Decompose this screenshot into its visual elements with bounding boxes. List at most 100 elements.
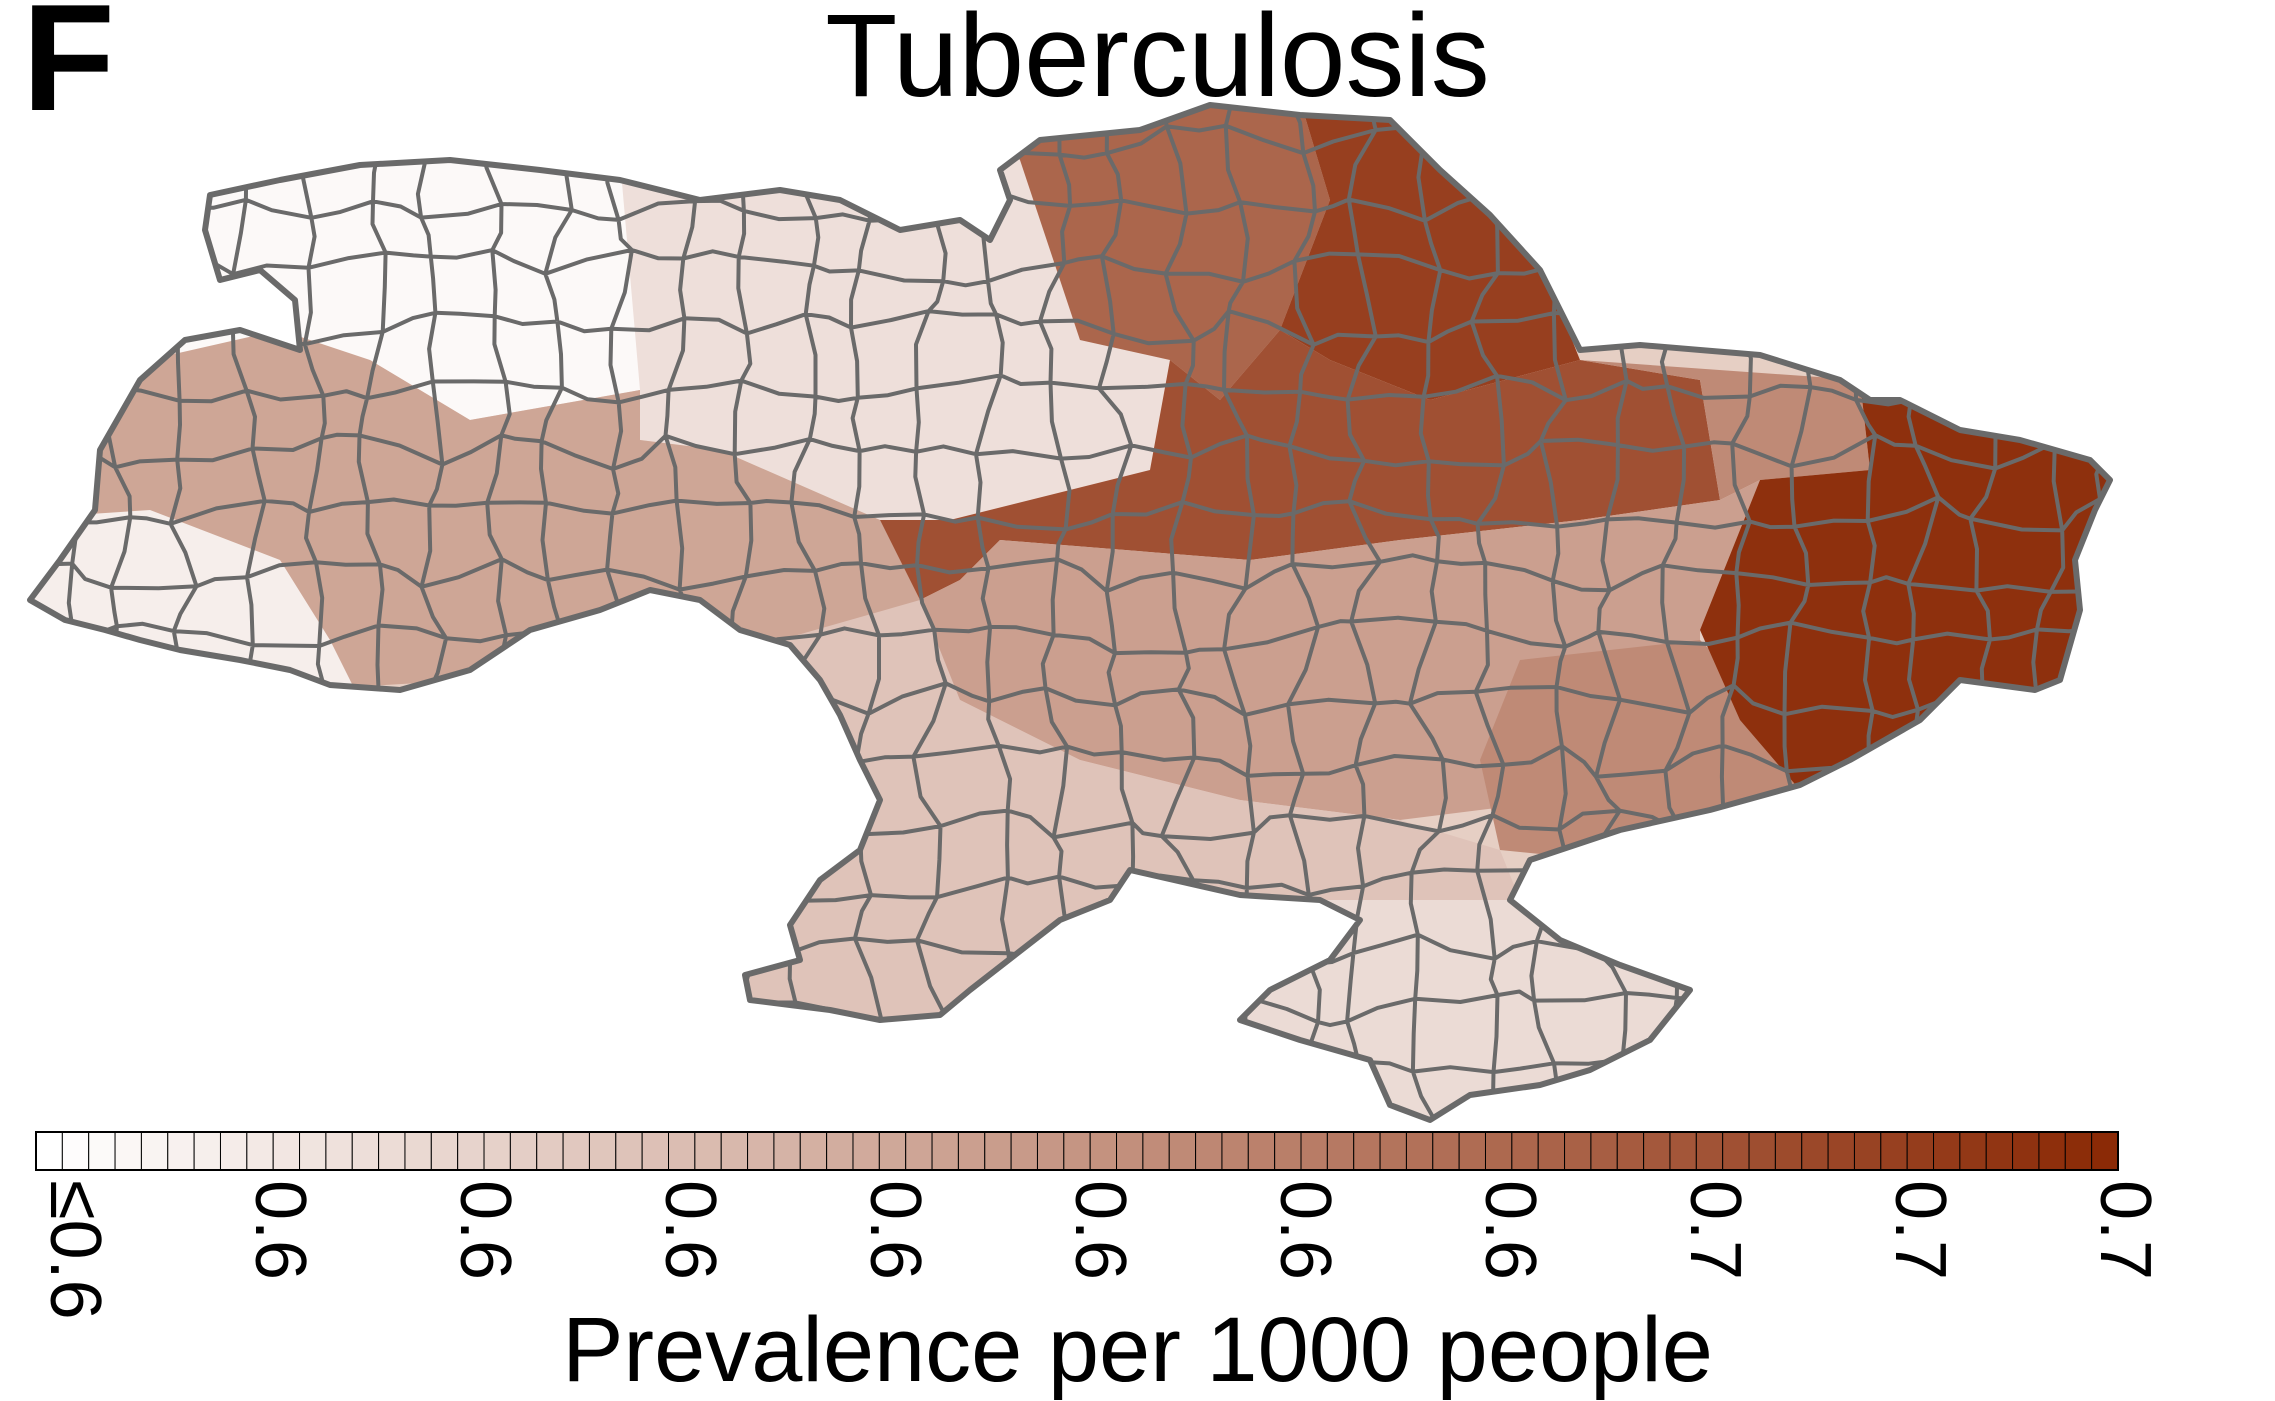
legend-bin: [1827, 1131, 1855, 1171]
legend-bin: [193, 1131, 221, 1171]
legend-tick-label: 0.6: [855, 1180, 935, 1280]
legend-bin: [483, 1131, 511, 1171]
legend-bin: [1959, 1131, 1987, 1171]
legend-tick-label: 0.7: [1880, 1180, 1960, 1280]
legend-tick-label: ≤0.6: [35, 1180, 115, 1320]
legend-tick-labels: ≤0.6 0.6 0.6 0.6 0.6 0.6 0.6 0.6 0.7 0.7 0.7: [35, 1180, 2165, 1320]
legend-bin: [2038, 1131, 2066, 1171]
legend-bin: [668, 1131, 696, 1171]
legend-bin: [1326, 1131, 1355, 1171]
legend-bin: [61, 1131, 90, 1171]
legend-bin: [1195, 1131, 1223, 1171]
legend-bin: [2091, 1131, 2119, 1171]
legend-bin: [272, 1131, 301, 1171]
legend-bin: [1010, 1131, 1038, 1171]
legend-bin: [1036, 1131, 1065, 1171]
legend-bin: [167, 1131, 195, 1171]
legend-bin: [1221, 1131, 1249, 1171]
legend-bin: [1748, 1131, 1776, 1171]
legend-bin: [509, 1131, 538, 1171]
legend-bin: [1801, 1131, 1829, 1171]
panel-label: F: [22, 0, 115, 143]
legend-bin: [1669, 1131, 1697, 1171]
ukraine-border: [27, 102, 2113, 1123]
legend-bin: [1906, 1131, 1935, 1171]
legend-tick-label: 0.7: [1675, 1180, 1755, 1280]
legend-bin: [773, 1131, 801, 1171]
legend-tick-label: 0.6: [1265, 1180, 1345, 1280]
legend-bin: [826, 1131, 854, 1171]
legend-bin: [852, 1131, 880, 1171]
legend-bin: [1722, 1131, 1750, 1171]
legend-bin: [562, 1131, 590, 1171]
legend-color-bar: [35, 1131, 2119, 1171]
legend-bin: [694, 1131, 722, 1171]
legend-bin: [1880, 1131, 1908, 1171]
legend-tick-label: 0.6: [1470, 1180, 1550, 1280]
legend-bin: [1089, 1131, 1118, 1171]
legend-bin: [246, 1131, 274, 1171]
legend-tick-label: 0.6: [445, 1180, 525, 1280]
legend-bin: [905, 1131, 933, 1171]
map-title: Tuberculosis: [825, 0, 1490, 122]
legend-bin: [984, 1131, 1012, 1171]
legend-bin: [1933, 1131, 1961, 1171]
legend-bin: [536, 1131, 564, 1171]
legend-title: Prevalence per 1000 people: [562, 1299, 1713, 1401]
legend-bin: [1142, 1131, 1170, 1171]
legend-bin: [35, 1131, 63, 1171]
legend-bin: [457, 1131, 485, 1171]
legend-bin: [1274, 1131, 1302, 1171]
legend-bin: [219, 1131, 248, 1171]
legend-bin: [114, 1131, 142, 1171]
legend-bin: [878, 1131, 907, 1171]
legend-bin: [1564, 1131, 1592, 1171]
legend-bin: [1774, 1131, 1803, 1171]
legend-bin: [720, 1131, 749, 1171]
legend-bin: [615, 1131, 643, 1171]
legend-bin: [799, 1131, 828, 1171]
legend-bin: [1300, 1131, 1328, 1171]
legend-bin: [299, 1131, 327, 1171]
legend-bin: [1116, 1131, 1144, 1171]
legend-bin: [747, 1131, 775, 1171]
legend-bin: [641, 1131, 670, 1171]
legend-bin: [1353, 1131, 1381, 1171]
legend-bin: [1484, 1131, 1513, 1171]
legend-bin: [1432, 1131, 1460, 1171]
legend-bin: [404, 1131, 432, 1171]
legend-bin: [2012, 1131, 2040, 1171]
legend-bin: [351, 1131, 380, 1171]
legend-bin: [1695, 1131, 1724, 1171]
legend-bin: [2064, 1131, 2093, 1171]
legend-bin: [1511, 1131, 1539, 1171]
legend-bin: [957, 1131, 986, 1171]
legend-bin: [378, 1131, 406, 1171]
legend-bin: [140, 1131, 169, 1171]
legend-tick-label: 0.6: [240, 1180, 320, 1280]
legend-frame: [35, 1131, 2119, 1171]
legend-bin: [1643, 1131, 1671, 1171]
zone-north-east: [990, 105, 1330, 400]
legend-bin: [1537, 1131, 1566, 1171]
legend-bin: [931, 1131, 959, 1171]
legend-bin: [325, 1131, 353, 1171]
legend-bin: [1063, 1131, 1091, 1171]
legend-bin: [1853, 1131, 1882, 1171]
legend-tick-label: 0.6: [1060, 1180, 1140, 1280]
zone-central-band: [880, 330, 1720, 600]
legend-bin: [1985, 1131, 2014, 1171]
legend-bin: [1616, 1131, 1645, 1171]
legend-bin: [1405, 1131, 1434, 1171]
legend-bin: [1168, 1131, 1197, 1171]
legend-tick-label: 0.6: [650, 1180, 730, 1280]
legend-bin: [1458, 1131, 1486, 1171]
legend-bin: [588, 1131, 617, 1171]
legend-bin: [1247, 1131, 1276, 1171]
legend-tick-label: 0.7: [2085, 1180, 2165, 1280]
legend-bin: [1590, 1131, 1618, 1171]
legend-bin: [88, 1131, 116, 1171]
zone-north-central: [620, 160, 1170, 520]
zone-crimea: [1220, 900, 1720, 1120]
